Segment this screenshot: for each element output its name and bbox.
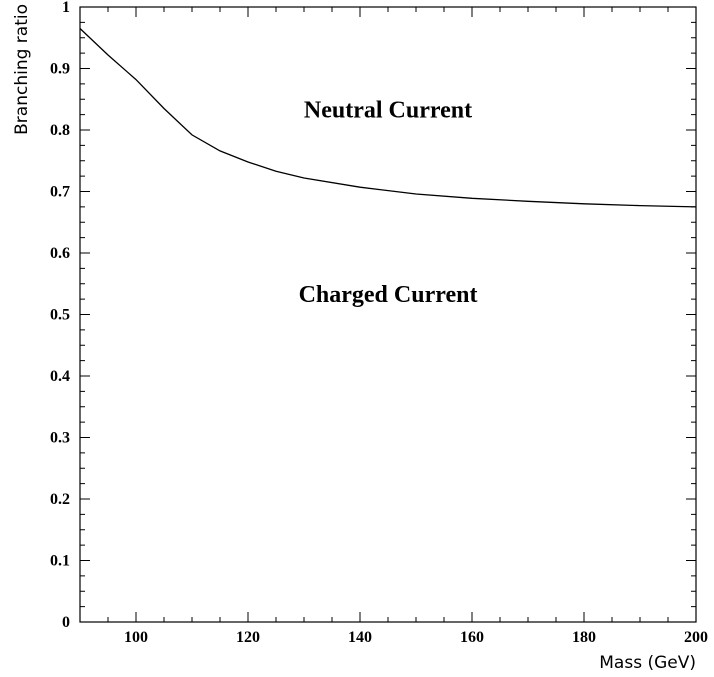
y-axis-title: Branching ratio [12, 4, 32, 135]
series-layer [79, 28, 697, 208]
y-tick-label: 0.2 [50, 491, 70, 508]
y-tick-label: 0.4 [50, 368, 70, 385]
y-tick-label: 0.7 [50, 184, 70, 201]
y-tick-label: 1 [62, 0, 70, 16]
y-tick-label: 0 [62, 614, 70, 631]
y-axis-ticks: 0 0.1 0.2 0.3 0.4 0.5 0.6 0.7 0.8 0.9 1 [50, 0, 696, 631]
x-tick-label: 140 [348, 629, 372, 646]
y-tick-label: 0.3 [50, 430, 70, 447]
x-tick-label: 180 [572, 629, 596, 646]
x-axis-ticks: 100 120 140 160 180 200 [79, 7, 708, 646]
y-tick-label: 0.9 [50, 61, 70, 78]
y-tick-label: 0.8 [50, 122, 70, 139]
y-tick-label: 0.5 [50, 307, 70, 324]
branching-ratio-curve [79, 28, 697, 208]
neutral-current-label: Neutral Current [304, 98, 472, 124]
y-tick-label: 0.1 [50, 553, 70, 570]
x-tick-label: 160 [460, 629, 484, 646]
x-tick-label: 200 [684, 629, 708, 646]
x-tick-label: 100 [124, 629, 148, 646]
charged-current-label: Charged Current [299, 282, 478, 308]
y-tick-label: 0.6 [50, 245, 70, 262]
x-tick-label: 120 [236, 629, 260, 646]
x-axis-title: Mass (GeV) [599, 653, 696, 673]
annotation-layer: Neutral Current Charged Current [299, 98, 478, 309]
